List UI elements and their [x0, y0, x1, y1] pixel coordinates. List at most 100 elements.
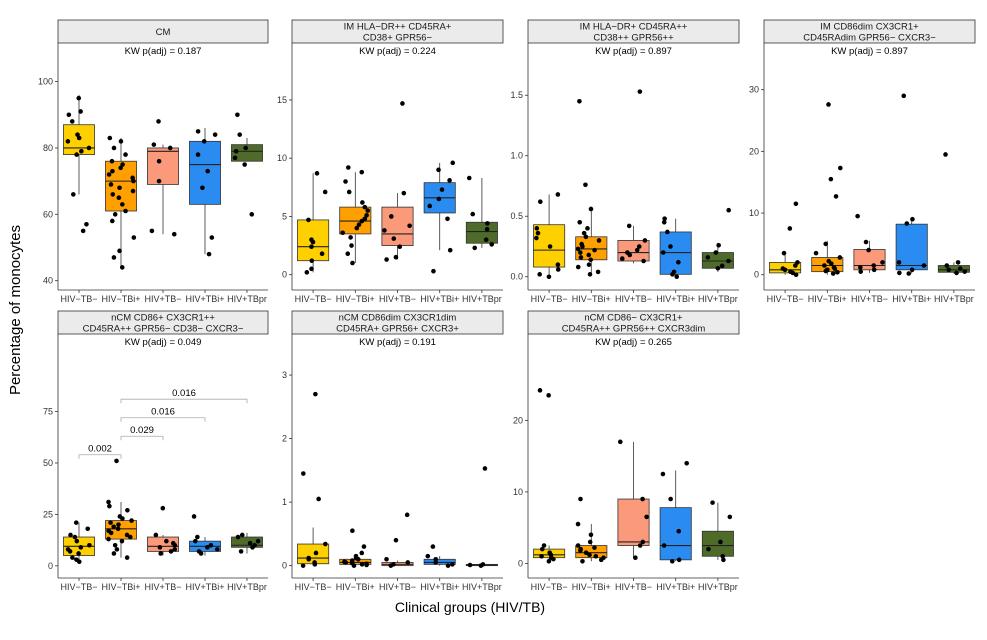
data-point [361, 544, 367, 549]
data-point [598, 557, 604, 563]
data-point [359, 550, 365, 556]
data-point [156, 158, 162, 164]
data-point [198, 551, 204, 556]
data-point [555, 267, 561, 272]
data-point [539, 546, 545, 552]
data-point [168, 549, 174, 554]
y-tick-label: 15 [277, 95, 287, 105]
data-point [76, 95, 82, 101]
data-point [362, 204, 368, 210]
x-tick-label: HIV+TBpr [227, 582, 267, 592]
x-tick-label: HIV+TB− [379, 582, 416, 592]
data-point [593, 553, 599, 559]
significance-bracket [120, 417, 206, 422]
data-point [312, 562, 318, 567]
data-point [880, 260, 885, 265]
data-point [393, 254, 399, 260]
data-point [206, 251, 212, 257]
kw-pvalue: KW p(adj) = 0.897 [595, 46, 672, 57]
data-point [710, 500, 715, 505]
data-point [316, 496, 321, 502]
panel-6: nCM CD86− CX3CR1+CD45RA++ GPR56++ CXCR3d… [513, 310, 740, 592]
data-point [124, 555, 130, 560]
significance-bracket [120, 398, 248, 404]
kw-pvalue: KW p(adj) = 0.224 [359, 46, 436, 57]
data-point [319, 251, 325, 257]
data-point [111, 255, 117, 260]
data-point [904, 221, 910, 226]
data-point [626, 223, 632, 229]
data-point [716, 242, 721, 248]
data-point [309, 266, 314, 272]
data-point [660, 471, 666, 477]
data-point [466, 175, 472, 181]
data-point [578, 255, 584, 260]
data-point [66, 112, 72, 118]
data-point [250, 545, 255, 550]
data-point [193, 538, 198, 544]
box-4 [465, 221, 498, 244]
data-point [70, 555, 75, 560]
x-tick-label: HIV+TB− [615, 582, 652, 592]
data-point [247, 540, 253, 546]
x-tick-label: HIV+TB− [379, 294, 416, 304]
data-point [642, 238, 648, 243]
data-point [660, 250, 666, 255]
data-point [577, 98, 582, 104]
kw-pvalue: KW p(adj) = 0.191 [359, 337, 436, 348]
data-point [205, 545, 210, 550]
data-point [485, 221, 490, 226]
box-2 [617, 498, 650, 546]
data-point [575, 264, 581, 270]
x-tick-label: HIV+TBi+ [420, 582, 459, 592]
data-point [120, 202, 125, 207]
panel-title-line: CD45RAdim GPR56− CXCR3− [803, 33, 936, 44]
box-3 [895, 223, 928, 271]
data-point [715, 265, 721, 271]
panel-strip [291, 19, 504, 44]
data-point [119, 538, 125, 544]
data-point [120, 162, 125, 167]
data-point [109, 158, 115, 164]
data-point [439, 187, 445, 192]
data-point [484, 226, 490, 232]
data-point [587, 552, 592, 558]
data-point [76, 551, 81, 556]
data-point [106, 499, 111, 505]
x-tick-label: HIV+TBpr [462, 582, 502, 592]
data-point [314, 171, 320, 176]
y-tick-label: 50 [43, 458, 53, 468]
panel-strip [291, 310, 504, 335]
data-point [430, 544, 436, 549]
data-point [670, 272, 675, 277]
data-point [587, 272, 593, 277]
panel-3: IM CD86dim CX3CR1+CD45RAdim GPR56− CXCR3… [749, 19, 976, 304]
data-point [322, 189, 328, 195]
data-point [404, 512, 410, 518]
data-point [537, 272, 542, 277]
data-point [405, 560, 411, 565]
box-4 [701, 530, 734, 557]
data-point [858, 265, 863, 270]
data-point [588, 532, 594, 538]
data-point [209, 235, 215, 240]
data-point [242, 162, 247, 167]
panel-strip [527, 310, 740, 335]
data-point [637, 543, 643, 548]
x-tick-label: HIV−TB− [531, 294, 568, 304]
data-point [111, 551, 117, 556]
data-point [837, 255, 843, 260]
data-point [131, 235, 137, 240]
data-point [551, 556, 556, 562]
y-tick-label: 75 [43, 407, 53, 417]
data-point [354, 225, 360, 231]
data-point [106, 536, 111, 542]
box-4 [231, 144, 263, 162]
data-point [74, 538, 80, 544]
x-tick-label: HIV+TBi+ [656, 294, 695, 304]
data-point [79, 148, 84, 154]
data-point [721, 557, 726, 563]
y-tick-label: 100 [38, 77, 53, 87]
data-point [393, 537, 399, 543]
data-point [80, 228, 86, 234]
